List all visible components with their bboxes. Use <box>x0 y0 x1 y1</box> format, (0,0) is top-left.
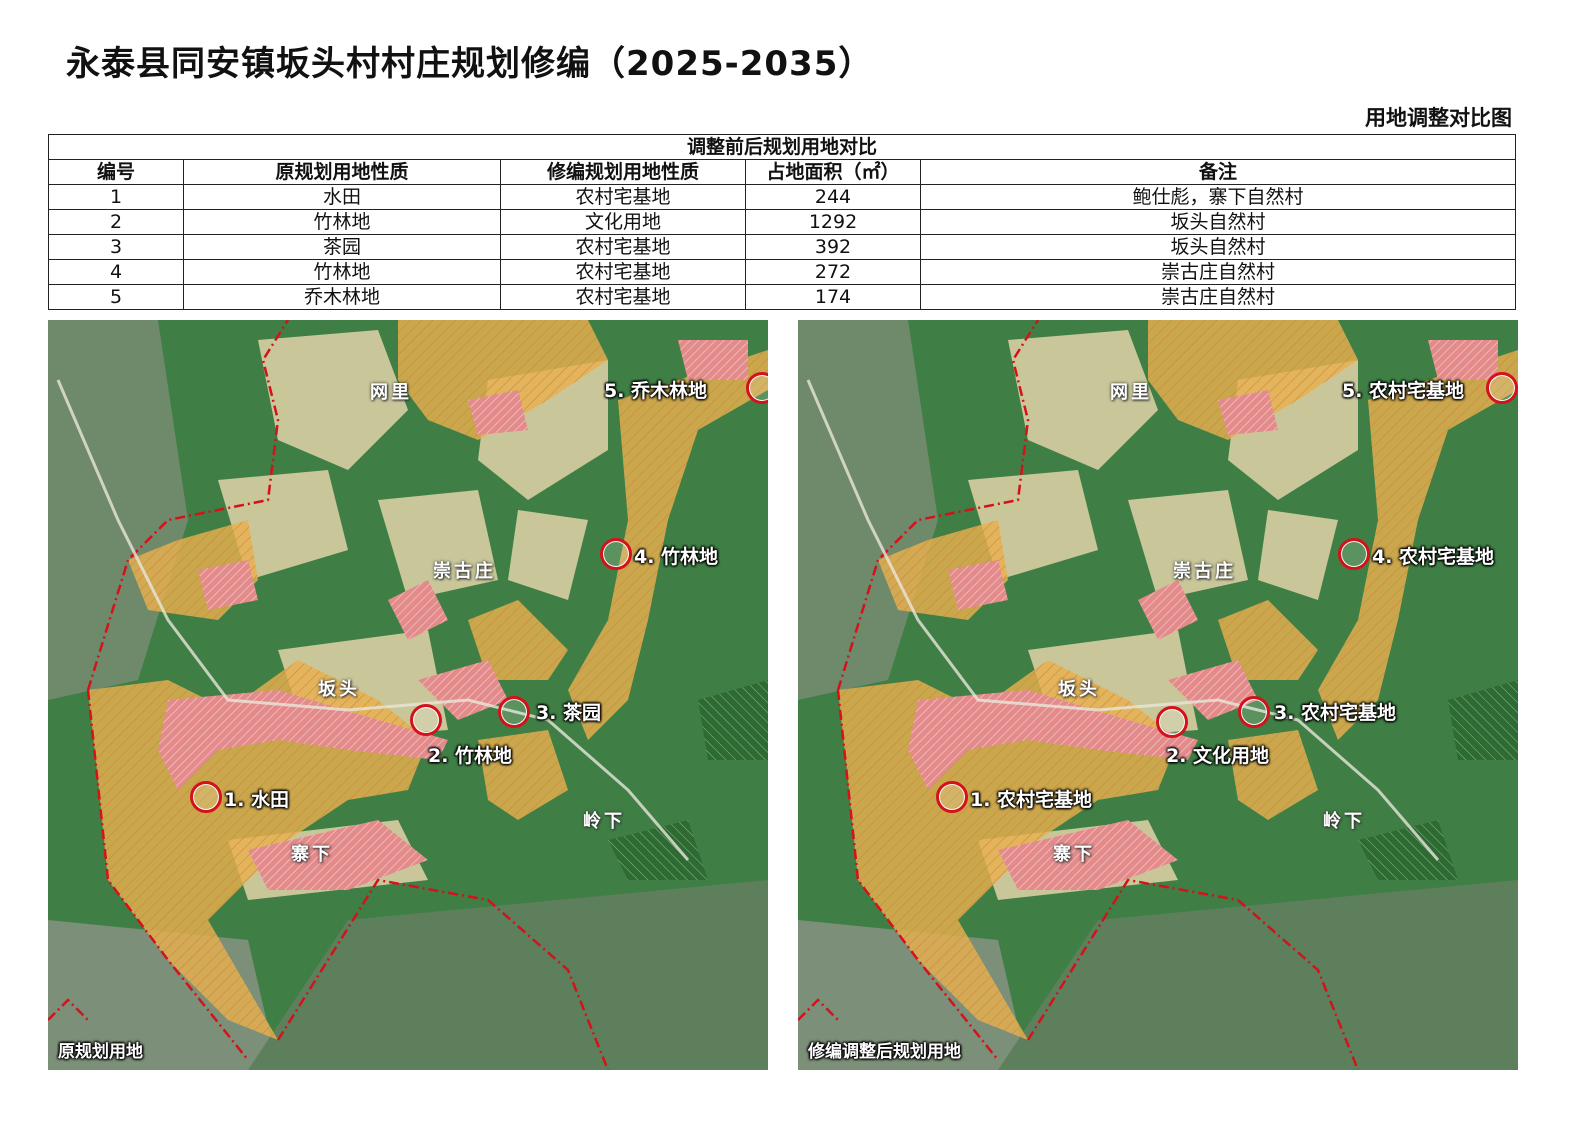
cell-notes: 鲍仕彪，寨下自然村 <box>920 184 1516 210</box>
marker-circle-5[interactable] <box>746 372 768 404</box>
marker-circle-3[interactable] <box>1238 696 1270 728</box>
table-row: 3 茶园 农村宅基地 392 坂头自然村 <box>48 234 1516 260</box>
cell-id: 3 <box>48 234 184 260</box>
cell-notes: 坂头自然村 <box>920 209 1516 235</box>
table-row: 4 竹林地 农村宅基地 272 崇古庄自然村 <box>48 259 1516 285</box>
cell-id: 5 <box>48 284 184 310</box>
cell-area: 1292 <box>745 209 921 235</box>
marker-label-3: 3. 农村宅基地 <box>1274 702 1397 724</box>
map-base <box>48 320 768 1070</box>
marker-label-3: 3. 茶园 <box>536 702 602 724</box>
cell-revised: 农村宅基地 <box>500 259 746 285</box>
place-label-chongguzhuang: 崇古庄 <box>433 561 496 582</box>
marker-circle-1[interactable] <box>936 781 968 813</box>
marker-label-2: 2. 竹林地 <box>428 745 513 767</box>
table-row: 2 竹林地 文化用地 1292 坂头自然村 <box>48 209 1516 235</box>
cell-area: 272 <box>745 259 921 285</box>
map-caption-revised: 修编调整后规划用地 <box>808 1042 961 1062</box>
col-header-revised: 修编规划用地性质 <box>500 159 746 185</box>
marker-circle-5[interactable] <box>1486 372 1518 404</box>
place-label-wangli: 网里 <box>1110 382 1152 403</box>
marker-label-2: 2. 文化用地 <box>1166 745 1270 767</box>
marker-circle-4[interactable] <box>600 538 632 570</box>
cell-original: 乔木林地 <box>183 284 501 310</box>
place-label-lingxia: 岭下 <box>583 811 625 832</box>
comparison-table: 调整前后规划用地对比 编号 原规划用地性质 修编规划用地性质 占地面积（㎡） 备… <box>48 134 1516 310</box>
place-label-bantou: 坂头 <box>318 679 360 700</box>
cell-notes: 崇古庄自然村 <box>920 284 1516 310</box>
place-label-zhaixia: 寨下 <box>1053 844 1095 865</box>
marker-circle-1[interactable] <box>190 781 222 813</box>
place-label-zhaixia: 寨下 <box>291 844 333 865</box>
marker-label-4: 4. 农村宅基地 <box>1372 546 1495 568</box>
map-caption-original: 原规划用地 <box>58 1042 143 1062</box>
table-row: 5 乔木林地 农村宅基地 174 崇古庄自然村 <box>48 284 1516 310</box>
place-label-bantou: 坂头 <box>1058 679 1100 700</box>
cell-original: 水田 <box>183 184 501 210</box>
marker-label-5: 5. 乔木林地 <box>604 380 708 402</box>
cell-area: 174 <box>745 284 921 310</box>
cell-revised: 农村宅基地 <box>500 234 746 260</box>
col-header-original: 原规划用地性质 <box>183 159 501 185</box>
cell-notes: 崇古庄自然村 <box>920 259 1516 285</box>
map-base <box>798 320 1518 1070</box>
cell-original: 竹林地 <box>183 259 501 285</box>
table-row: 1 水田 农村宅基地 244 鲍仕彪，寨下自然村 <box>48 184 1516 210</box>
cell-notes: 坂头自然村 <box>920 234 1516 260</box>
cell-original: 竹林地 <box>183 209 501 235</box>
marker-circle-2[interactable] <box>1156 706 1188 738</box>
place-label-wangli: 网里 <box>370 382 412 403</box>
marker-label-1: 1. 农村宅基地 <box>970 789 1093 811</box>
original-plan-map: 网里 崇古庄 坂头 寨下 岭下 1. 水田 2. 竹林地 3. 茶园 4. 竹林… <box>48 320 768 1070</box>
table-caption-row: 调整前后规划用地对比 <box>48 134 1516 160</box>
table-header-row: 编号 原规划用地性质 修编规划用地性质 占地面积（㎡） 备注 <box>48 159 1516 185</box>
cell-id: 2 <box>48 209 184 235</box>
cell-revised: 农村宅基地 <box>500 184 746 210</box>
cell-id: 4 <box>48 259 184 285</box>
cell-original: 茶园 <box>183 234 501 260</box>
page-title: 永泰县同安镇坂头村村庄规划修编（2025-2035） <box>66 44 874 84</box>
marker-circle-3[interactable] <box>498 696 530 728</box>
cell-id: 1 <box>48 184 184 210</box>
place-label-lingxia: 岭下 <box>1323 811 1365 832</box>
marker-label-4: 4. 竹林地 <box>634 546 719 568</box>
table-caption: 调整前后规划用地对比 <box>48 134 1516 160</box>
cell-revised: 农村宅基地 <box>500 284 746 310</box>
col-header-area: 占地面积（㎡） <box>745 159 921 185</box>
marker-circle-4[interactable] <box>1338 538 1370 570</box>
col-header-notes: 备注 <box>920 159 1516 185</box>
col-header-id: 编号 <box>48 159 184 185</box>
cell-area: 392 <box>745 234 921 260</box>
marker-label-1: 1. 水田 <box>224 789 290 811</box>
place-label-chongguzhuang: 崇古庄 <box>1173 561 1236 582</box>
cell-area: 244 <box>745 184 921 210</box>
marker-label-5: 5. 农村宅基地 <box>1342 380 1465 402</box>
cell-revised: 文化用地 <box>500 209 746 235</box>
marker-circle-2[interactable] <box>410 704 442 736</box>
revised-plan-map: 网里 崇古庄 坂头 寨下 岭下 1. 农村宅基地 2. 文化用地 3. 农村宅基… <box>798 320 1518 1070</box>
page-subtitle: 用地调整对比图 <box>1365 106 1512 130</box>
